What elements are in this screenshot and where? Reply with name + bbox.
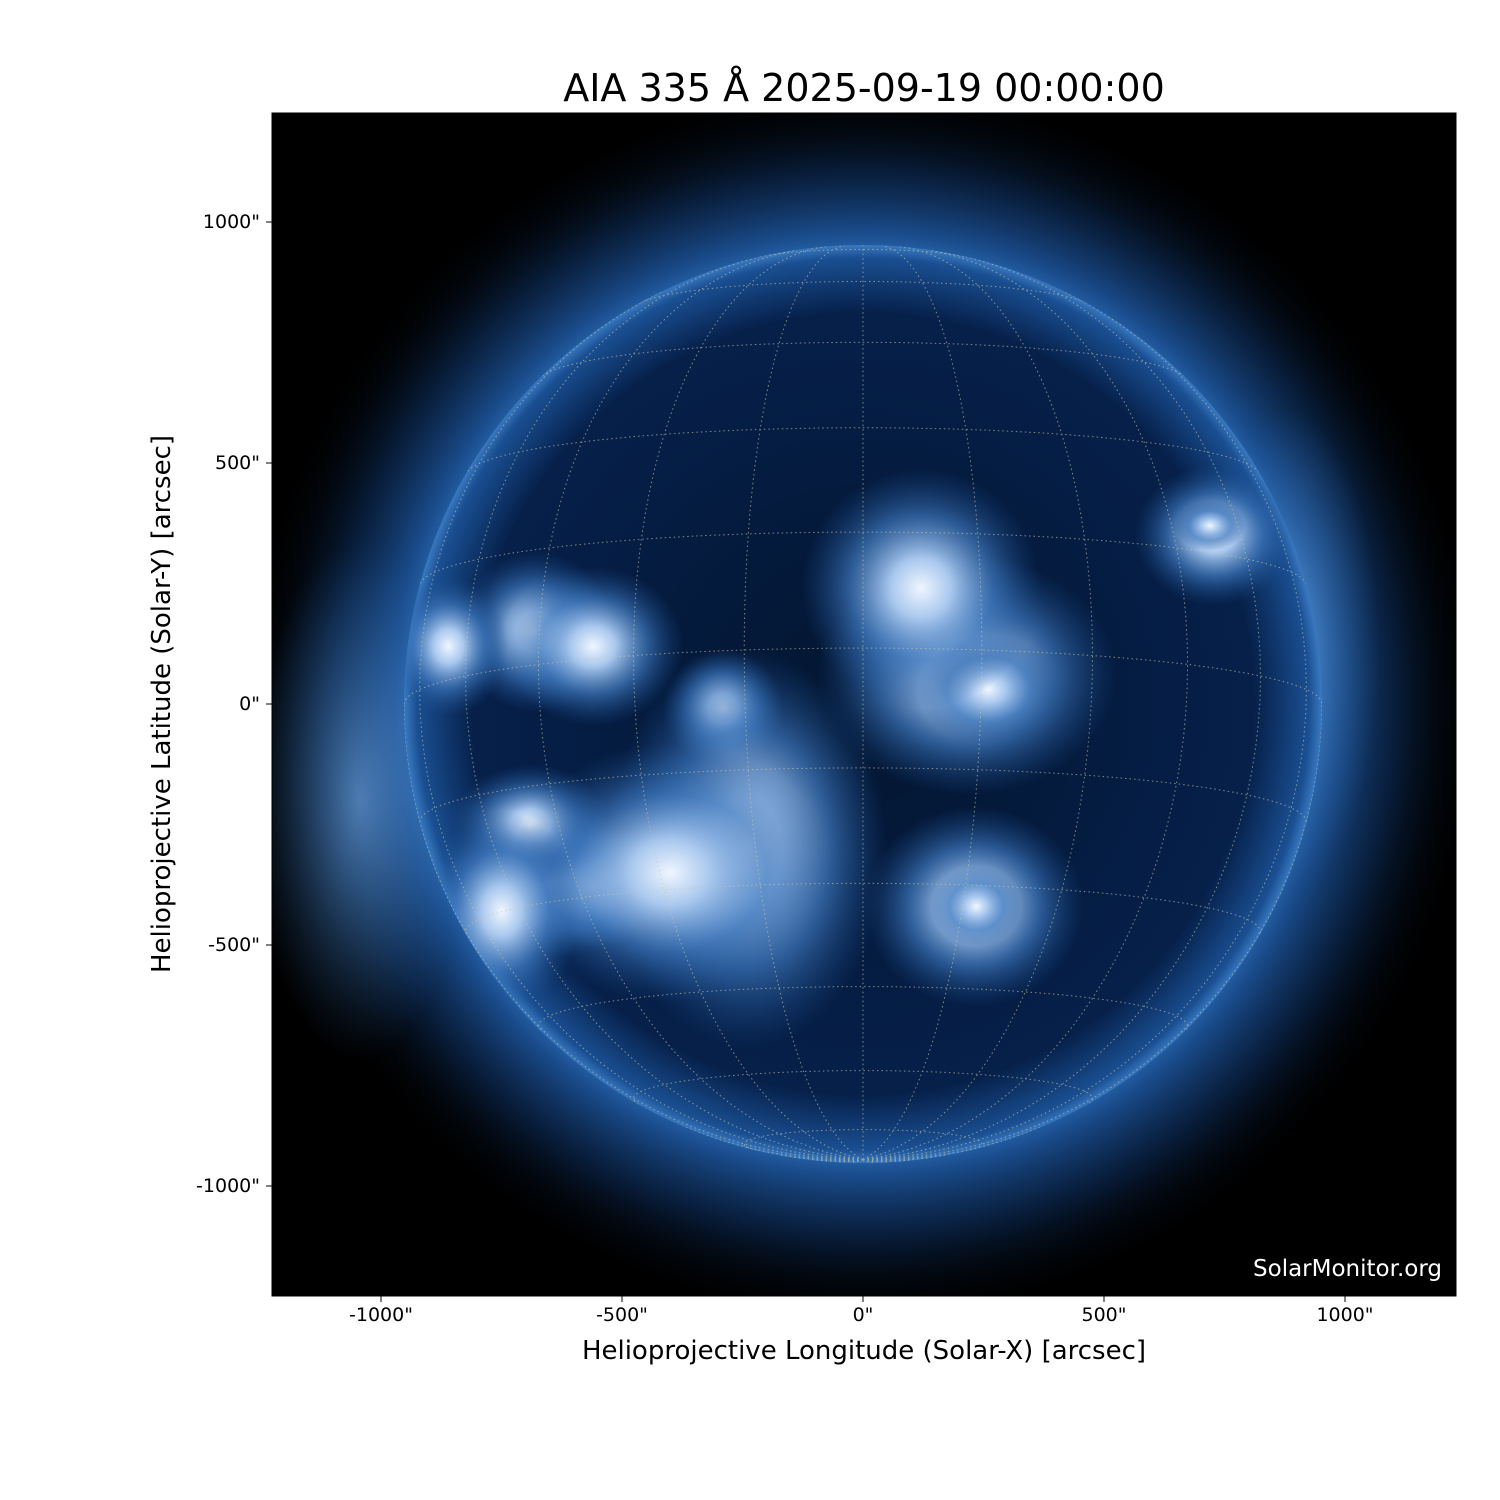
longitude-line (862, 1125, 1044, 1161)
bright-region (931, 866, 1022, 947)
y-tick-label: -500" (208, 934, 260, 956)
bright-region (510, 742, 831, 1003)
y-tick-label: 500" (214, 452, 260, 474)
x-tick-label: 1000" (1316, 1304, 1374, 1326)
x-tick-label: -1000" (349, 1304, 413, 1326)
longitude-line (862, 291, 1307, 1161)
longitude-line (862, 249, 1189, 1161)
latitude-line (419, 767, 1307, 823)
x-tick-label: -500" (596, 1304, 648, 1326)
latitude-line (404, 647, 1322, 705)
longitude-line (862, 1154, 946, 1161)
active-regions (404, 465, 1295, 1049)
x-tick-label: 500" (1081, 1304, 1127, 1326)
bright-region (1175, 500, 1246, 551)
latitude-line (419, 531, 1307, 584)
y-tick-label: 0" (239, 693, 260, 715)
tick-marks (266, 221, 1346, 1302)
y-tick-label: 1000" (202, 211, 260, 233)
longitude-line (404, 703, 864, 1161)
heliographic-grid (404, 245, 1322, 1163)
longitude-line (862, 245, 983, 1161)
longitude-line (862, 703, 1322, 1161)
x-tick-label: 0" (852, 1304, 874, 1326)
plot-title: AIA 335 Å 2025-09-19 00:00:00 (563, 66, 1165, 110)
longitude-line (419, 291, 864, 1161)
latitude-line (464, 882, 1262, 935)
latitude-line (542, 341, 1184, 377)
x-axis-label: Helioprojective Longitude (Solar-X) [arc… (581, 1336, 1147, 1366)
bright-region (800, 468, 1041, 709)
longitude-line (464, 256, 864, 1161)
y-tick-label: -1000" (196, 1175, 260, 1197)
longitude-line (537, 249, 864, 1161)
longitude-line (682, 1125, 864, 1161)
y-axis-label: Helioprojective Latitude (Solar-Y) [arcs… (147, 434, 177, 974)
latitude-line (467, 427, 1259, 472)
bright-region (404, 576, 509, 717)
longitude-line (862, 256, 1262, 1161)
bright-region (503, 566, 684, 727)
longitude-line (632, 246, 864, 1161)
longitude-line (743, 245, 864, 1161)
longitude-line (862, 246, 1094, 1161)
latitude-line (743, 1129, 983, 1152)
watermark: SolarMonitor.org (1253, 1256, 1442, 1282)
